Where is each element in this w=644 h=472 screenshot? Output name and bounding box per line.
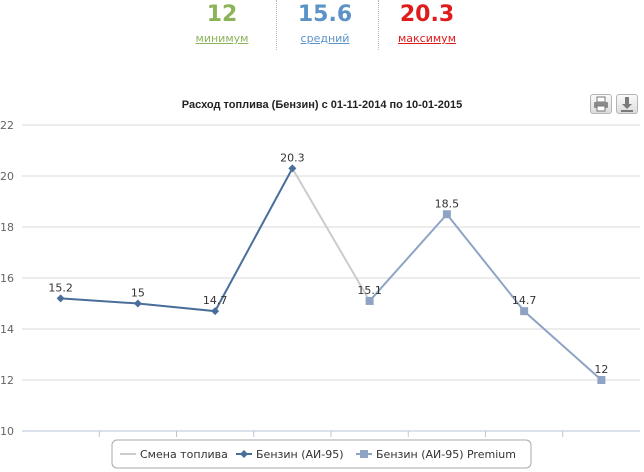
series-line-2 [368, 212, 603, 381]
y-tick-label: 20 [0, 170, 14, 183]
stat-average-label[interactable]: средний [300, 32, 350, 45]
data-labels: 15.2 15 14.7 20.3 15.1 18.5 14.7 12 [48, 151, 608, 376]
data-point-diamond [133, 299, 142, 308]
data-label: 15 [131, 287, 145, 300]
fuel-consumption-chart: Расход топлива (Бензин) с 01-11-2014 по … [0, 99, 640, 469]
data-label: 14.7 [203, 294, 228, 307]
data-label: 12 [594, 363, 608, 376]
stat-average: 15.6 средний [276, 0, 373, 50]
data-label: 15.1 [357, 284, 382, 297]
data-label: 18.5 [435, 197, 460, 210]
y-tick-label: 18 [0, 221, 14, 234]
stat-minimum-label[interactable]: минимум [195, 32, 249, 45]
y-tick-label: 14 [0, 323, 14, 336]
stat-average-value: 15.6 [297, 2, 353, 27]
y-axis-ticks: 10 12 14 16 18 20 22 [0, 119, 14, 438]
data-label: 15.2 [48, 281, 73, 294]
chart-series [56, 164, 606, 384]
data-point-diamond [211, 307, 220, 316]
y-tick-label: 12 [0, 374, 14, 387]
legend-marker-diamond [240, 450, 248, 458]
series-line-1 [60, 167, 294, 313]
data-label: 20.3 [280, 151, 305, 164]
data-point-diamond [288, 164, 297, 173]
data-point-square [597, 376, 606, 384]
download-button[interactable] [616, 94, 638, 114]
stat-minimum-value: 12 [206, 2, 238, 27]
legend-item-label: Смена топлива [140, 448, 228, 461]
print-button[interactable] [590, 94, 612, 114]
stat-maximum-value: 20.3 [399, 2, 455, 27]
stat-maximum-label[interactable]: максимум [398, 32, 456, 45]
data-label: 14.7 [512, 294, 537, 307]
chart-grid [22, 124, 640, 432]
summary-stats: 12 минимум 15.6 средний 20.3 максимум [174, 0, 474, 50]
data-point-square [442, 210, 451, 219]
data-point-diamond [56, 294, 65, 303]
y-tick-label: 22 [0, 119, 14, 132]
chart-legend: Смена топлива Бензин (АИ-95) Бензин (АИ-95… [111, 439, 532, 469]
series-line-0 [291, 167, 371, 302]
y-tick-label: 16 [0, 272, 14, 285]
legend-item-label: Бензин (АИ-95) Premium [376, 448, 516, 461]
legend-marker-square [360, 450, 368, 458]
x-axis [22, 430, 640, 437]
data-point-square [365, 296, 374, 305]
printer-icon [594, 96, 608, 112]
stat-maximum: 20.3 максимум [378, 0, 475, 50]
y-tick-label: 10 [0, 425, 14, 438]
data-point-square [520, 307, 529, 316]
chart-title: Расход топлива (Бензин) с 01-11-2014 по … [182, 99, 462, 111]
stat-minimum: 12 минимум [174, 0, 270, 50]
legend-item-label: Бензин (АИ-95) [256, 448, 344, 461]
download-icon [621, 97, 633, 112]
legend-box [111, 439, 532, 469]
